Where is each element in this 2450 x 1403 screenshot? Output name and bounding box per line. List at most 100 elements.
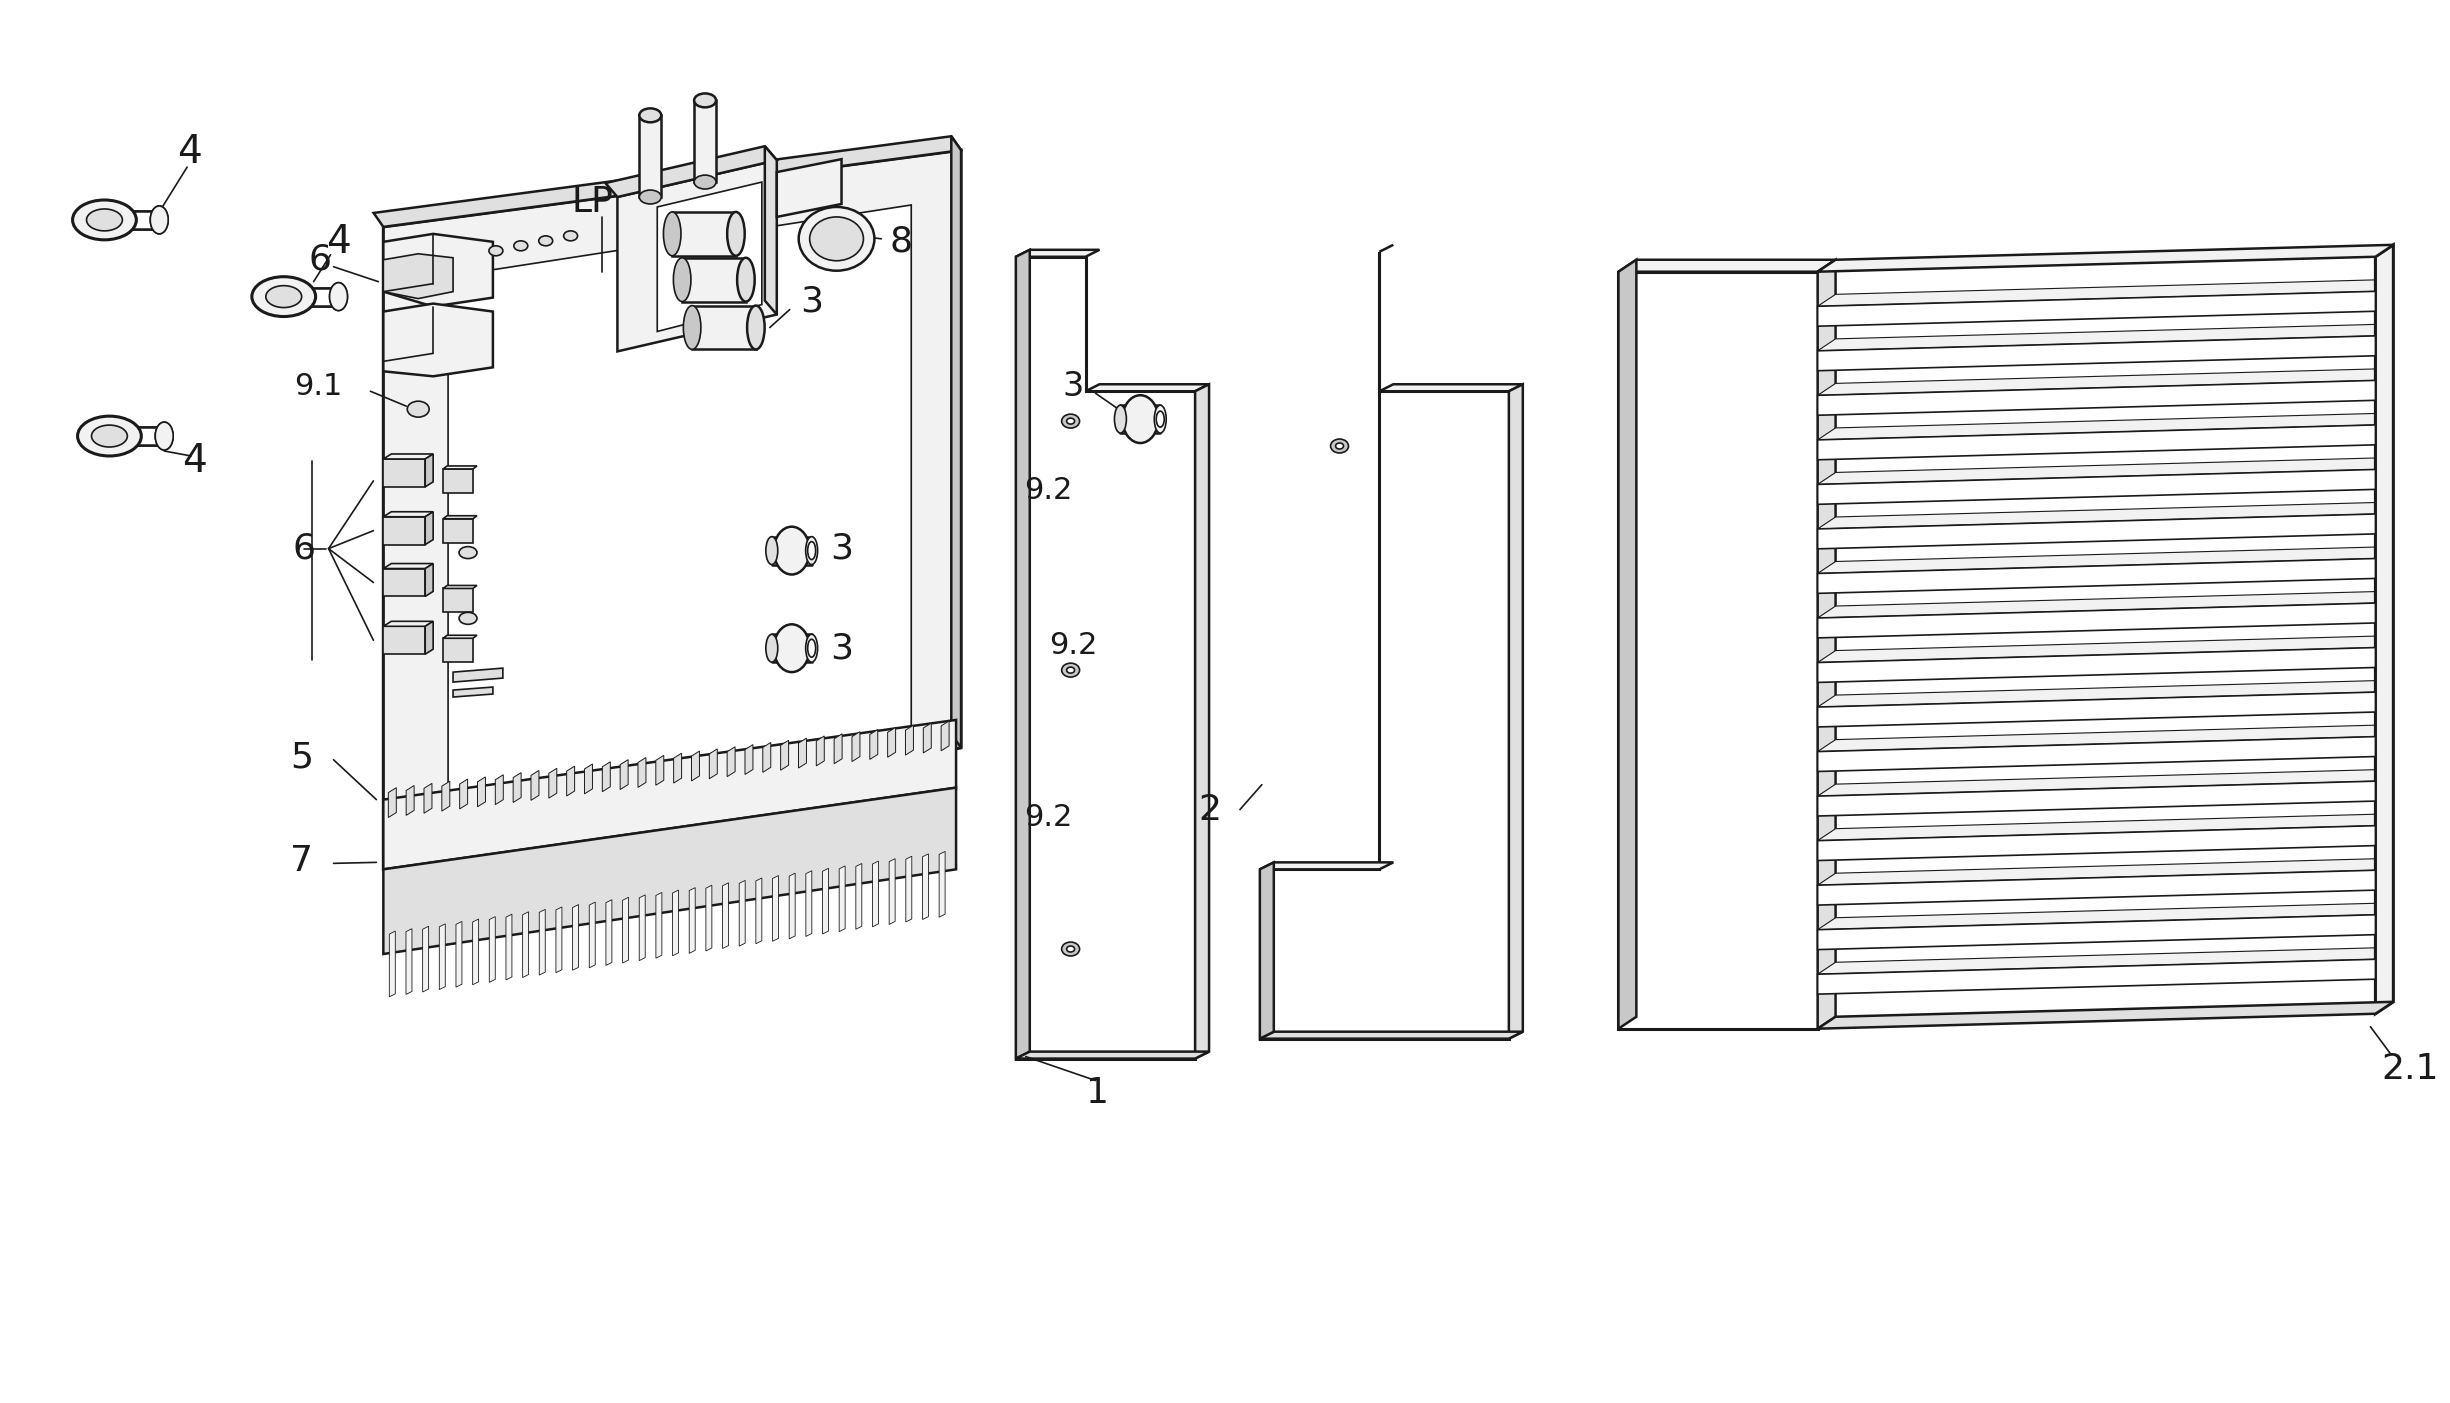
Polygon shape <box>443 588 473 612</box>
Polygon shape <box>490 916 495 982</box>
Polygon shape <box>110 210 159 229</box>
Polygon shape <box>1017 250 1100 257</box>
Polygon shape <box>443 469 473 492</box>
Polygon shape <box>1818 781 2376 817</box>
Polygon shape <box>1818 902 2394 930</box>
Polygon shape <box>1017 257 1196 1059</box>
Polygon shape <box>1818 457 2394 484</box>
Polygon shape <box>586 765 593 794</box>
Polygon shape <box>693 101 715 182</box>
Text: 9.2: 9.2 <box>1049 631 1098 659</box>
Polygon shape <box>443 638 473 662</box>
Polygon shape <box>1818 324 2394 351</box>
Polygon shape <box>390 932 394 996</box>
Ellipse shape <box>91 425 127 448</box>
Polygon shape <box>1818 769 2394 796</box>
Polygon shape <box>426 564 434 596</box>
Ellipse shape <box>639 108 662 122</box>
Polygon shape <box>1379 244 1394 251</box>
Ellipse shape <box>1066 668 1076 673</box>
Ellipse shape <box>774 526 809 574</box>
Polygon shape <box>382 254 453 299</box>
Polygon shape <box>2376 244 2394 1014</box>
Text: LP: LP <box>571 185 612 219</box>
Polygon shape <box>657 892 662 958</box>
Ellipse shape <box>331 282 348 310</box>
Text: 2: 2 <box>1198 793 1223 826</box>
Polygon shape <box>782 741 789 770</box>
Ellipse shape <box>737 258 755 302</box>
Ellipse shape <box>674 258 691 302</box>
Polygon shape <box>1818 648 2376 682</box>
Polygon shape <box>573 905 578 971</box>
Polygon shape <box>603 762 610 791</box>
Polygon shape <box>938 852 946 918</box>
Polygon shape <box>872 861 880 927</box>
Polygon shape <box>688 888 696 954</box>
Polygon shape <box>372 136 960 227</box>
Text: 3: 3 <box>1061 370 1083 403</box>
Text: 3: 3 <box>801 285 823 318</box>
Polygon shape <box>522 912 529 978</box>
Polygon shape <box>426 455 434 487</box>
Ellipse shape <box>154 422 174 450</box>
Polygon shape <box>115 427 164 445</box>
Polygon shape <box>456 922 463 988</box>
Polygon shape <box>1085 384 1208 391</box>
Ellipse shape <box>693 94 715 108</box>
Polygon shape <box>789 873 796 939</box>
Polygon shape <box>382 720 956 870</box>
Polygon shape <box>1818 513 2376 549</box>
Text: 9.2: 9.2 <box>1024 803 1073 832</box>
Polygon shape <box>605 899 612 965</box>
Polygon shape <box>1818 915 2376 950</box>
Ellipse shape <box>149 206 169 234</box>
Polygon shape <box>639 895 644 961</box>
Polygon shape <box>777 159 840 217</box>
Ellipse shape <box>767 537 777 564</box>
Ellipse shape <box>458 612 478 624</box>
Polygon shape <box>605 146 777 196</box>
Polygon shape <box>833 734 843 763</box>
Polygon shape <box>539 909 546 975</box>
Ellipse shape <box>1066 418 1076 424</box>
Polygon shape <box>691 306 757 349</box>
Polygon shape <box>1818 279 2394 306</box>
Text: 5: 5 <box>289 741 314 774</box>
Polygon shape <box>622 898 630 962</box>
Polygon shape <box>840 866 845 932</box>
Text: 4: 4 <box>176 133 201 171</box>
Polygon shape <box>1818 425 2376 460</box>
Polygon shape <box>757 878 762 944</box>
Polygon shape <box>806 871 811 936</box>
Ellipse shape <box>1122 396 1159 443</box>
Ellipse shape <box>458 547 478 558</box>
Ellipse shape <box>265 286 301 307</box>
Ellipse shape <box>252 276 316 317</box>
Polygon shape <box>799 738 806 767</box>
Polygon shape <box>461 779 468 810</box>
Polygon shape <box>382 459 426 487</box>
Polygon shape <box>382 234 492 307</box>
Polygon shape <box>495 774 502 805</box>
Ellipse shape <box>407 401 429 417</box>
Polygon shape <box>1818 369 2394 396</box>
Polygon shape <box>740 880 745 946</box>
Ellipse shape <box>684 306 701 349</box>
Polygon shape <box>745 745 752 774</box>
Ellipse shape <box>1061 414 1080 428</box>
Polygon shape <box>1017 1052 1208 1059</box>
Polygon shape <box>620 759 627 790</box>
Polygon shape <box>382 516 426 544</box>
Polygon shape <box>1818 870 2376 905</box>
Polygon shape <box>1818 737 2376 772</box>
Polygon shape <box>1818 814 2394 840</box>
Ellipse shape <box>728 212 745 255</box>
Ellipse shape <box>806 634 818 662</box>
Polygon shape <box>424 926 429 992</box>
Polygon shape <box>951 136 960 748</box>
Ellipse shape <box>331 282 348 310</box>
Polygon shape <box>478 777 485 807</box>
Ellipse shape <box>1154 405 1166 434</box>
Polygon shape <box>906 856 911 922</box>
